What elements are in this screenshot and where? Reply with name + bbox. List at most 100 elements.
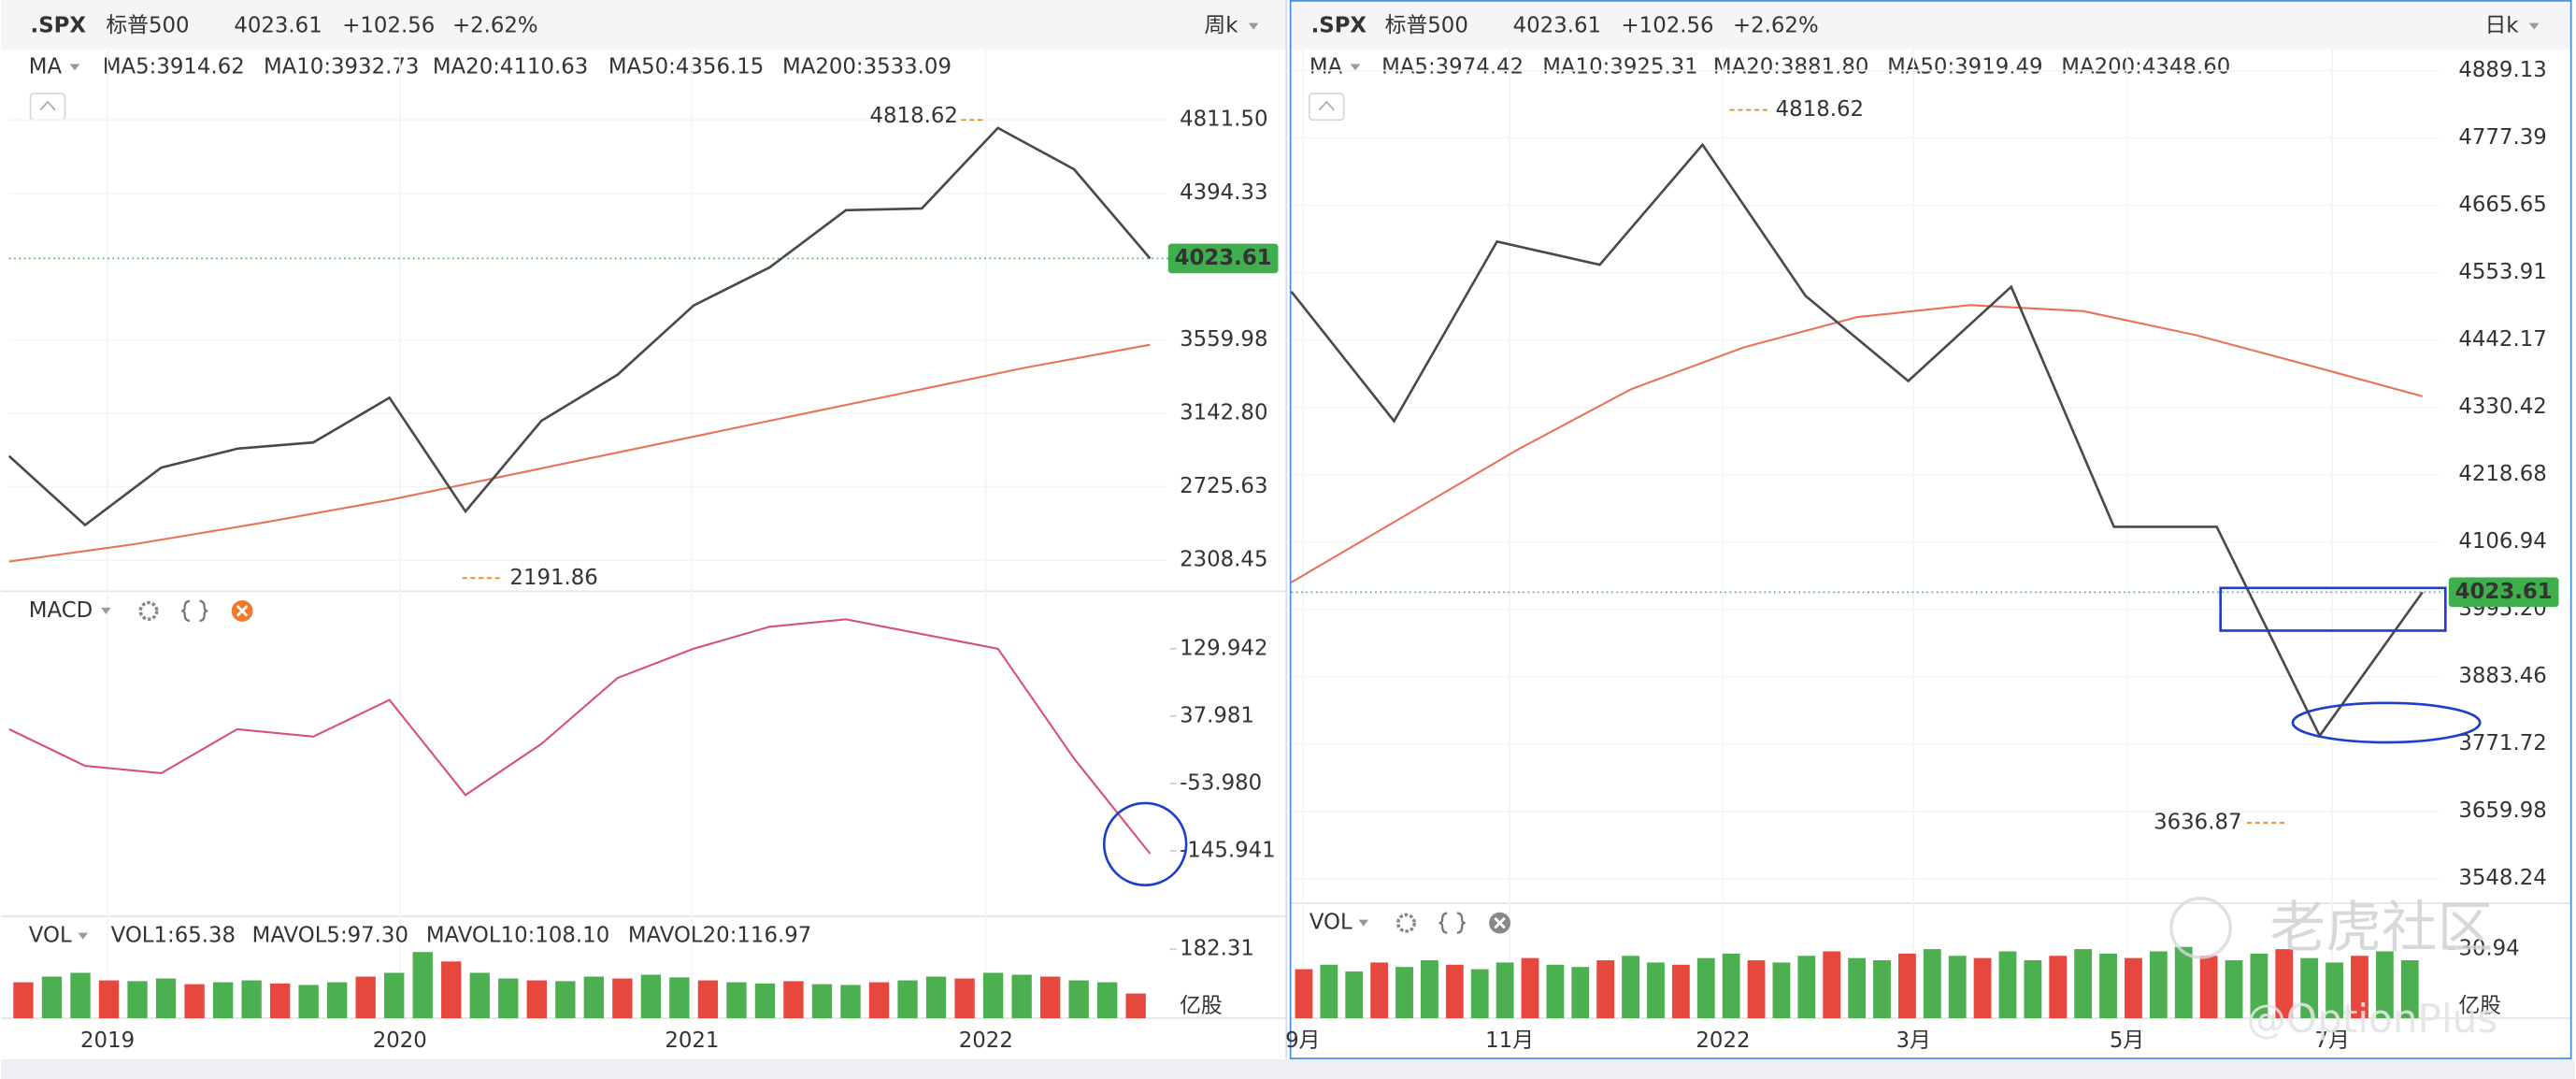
ma-value: MA50:4356.15 [608, 55, 764, 79]
watermark-logo [2169, 897, 2232, 959]
price-tick-label: 2725.63 [1180, 474, 1267, 498]
price-tick-label: 3142.80 [1180, 401, 1267, 425]
period-selector[interactable]: 周k [1204, 14, 1238, 38]
volume-bar [70, 972, 91, 1019]
volume-bar [2351, 956, 2368, 1019]
ma-value: MA200:4348.60 [2061, 55, 2230, 79]
macd-tick-label: -53.980 [1180, 770, 1262, 795]
vol-value: MAVOL20:116.97 [628, 924, 811, 948]
price-tick-label: 4889.13 [2458, 58, 2546, 82]
volume-bar [2250, 953, 2268, 1019]
header-symbol: .SPX [1311, 14, 1367, 38]
watermark-brand: 老虎社区 [2269, 897, 2493, 961]
code-icon [1438, 912, 1466, 934]
volume-bar [326, 982, 348, 1019]
volume-bar [2125, 957, 2142, 1019]
volume-bar [583, 976, 605, 1019]
volume-bar [1421, 960, 1438, 1019]
right-header-bg [1291, 1, 2572, 50]
volume-bar [1470, 969, 1489, 1019]
highlight-ellipse [2291, 701, 2482, 744]
volume-bar [1039, 976, 1061, 1019]
volume-bar [384, 972, 405, 1019]
highlight-box [2219, 586, 2447, 632]
close-line [7, 126, 1152, 527]
volume-bar [697, 980, 719, 1019]
volume-bar [2275, 949, 2294, 1019]
dropdown-caret [78, 932, 89, 940]
volume-bar [1873, 960, 1891, 1019]
highlight-circle [1102, 801, 1188, 887]
volume-bar [2300, 957, 2319, 1019]
x-tick-label: 2022 [959, 1029, 1013, 1053]
volume-bar [2174, 946, 2193, 1019]
vol-unit: 亿股 [1180, 994, 1223, 1018]
price-tick-label: 3559.98 [1180, 327, 1267, 352]
header-change: +102.56 [1622, 14, 1714, 38]
collapse-icon [1318, 100, 1335, 111]
vol-tick-label: 30.94 [2458, 937, 2519, 961]
dropdown-caret [101, 607, 111, 614]
dropdown-caret [2528, 22, 2540, 30]
volume-bar [184, 984, 205, 1019]
volume-bar [1445, 964, 1464, 1019]
volume-bar [982, 972, 1004, 1019]
footer-bar [0, 1058, 2576, 1079]
x-tick-label: 7月 [2314, 1029, 2349, 1053]
price-tick-label: 4777.39 [2458, 125, 2546, 150]
volume-bar [1011, 974, 1032, 1019]
ma-title: MA [29, 55, 63, 79]
volume-bar [783, 981, 804, 1019]
last-price-tag [2448, 577, 2559, 608]
price-tick-label: 2308.45 [1180, 547, 1267, 571]
vol-title: VOL [1309, 911, 1352, 935]
vol-value: MAVOL5:97.30 [252, 924, 408, 948]
volume-bar [2099, 953, 2117, 1019]
header-change-pct: +2.62% [1733, 14, 1819, 38]
x-tick-label: 5月 [2110, 1029, 2144, 1053]
price-tick-label: 4330.42 [2458, 395, 2546, 419]
x-tick-label: 2019 [80, 1029, 135, 1053]
volume-bar [469, 972, 490, 1019]
vol-value: MAVOL10:108.10 [426, 924, 609, 948]
header-name: 标普500 [1385, 14, 1468, 38]
volume-bar [2375, 951, 2394, 1019]
volume-bar [98, 980, 120, 1019]
x-tick-label: 2022 [1696, 1029, 1750, 1053]
dropdown-caret [1350, 64, 1361, 71]
macd-tick-label: 37.981 [1180, 703, 1254, 727]
volume-bar [612, 978, 633, 1019]
dropdown-caret [1248, 22, 1259, 30]
settings-icon [1395, 913, 1417, 933]
price-tick-label: 4218.68 [2458, 462, 2546, 486]
volume-bar [1125, 993, 1146, 1019]
volume-bar [1897, 953, 1916, 1019]
price-tick-label: 3548.24 [2458, 866, 2546, 890]
volume-bar [1496, 962, 1514, 1019]
volume-bar [811, 984, 833, 1019]
selected-panel-border[interactable] [1289, 0, 2572, 1059]
volume-bar [2400, 960, 2419, 1019]
ma-value: MA50:3919.49 [1887, 55, 2042, 79]
volume-bar [1923, 949, 1941, 1019]
volume-bar [954, 978, 975, 1019]
volume-bar [2225, 960, 2243, 1019]
dropdown-caret [69, 64, 80, 71]
collapse-button[interactable] [1308, 93, 1345, 122]
volume-bar [212, 982, 234, 1019]
volume-bar [1546, 964, 1565, 1019]
volume-bar [868, 982, 890, 1019]
collapse-button[interactable] [29, 93, 66, 122]
ma-value: MA10:3925.31 [1542, 55, 1697, 79]
volume-bar [526, 980, 547, 1019]
price-tick-label: 3883.46 [2458, 664, 2546, 688]
volume-bar [2199, 956, 2218, 1019]
volume-bar [840, 985, 861, 1019]
volume-bar [2149, 951, 2168, 1019]
last-price-tag-label: 4023.61 [1175, 246, 1272, 270]
x-tick-label: 11月 [1485, 1029, 1534, 1053]
volume-bar [1622, 956, 1639, 1019]
period-selector[interactable]: 日k [2484, 14, 2519, 38]
left-header-bg [0, 0, 1287, 50]
